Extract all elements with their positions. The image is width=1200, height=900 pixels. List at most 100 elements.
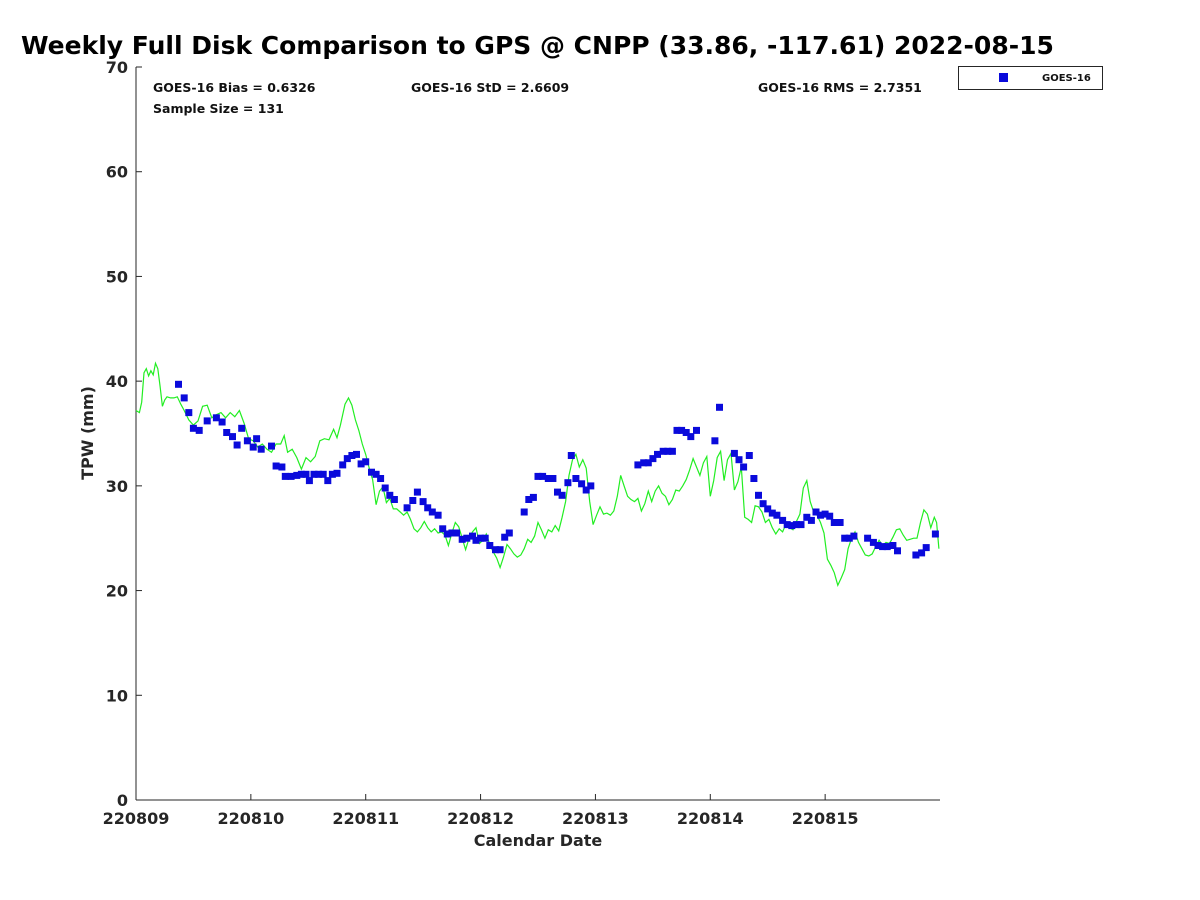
goes-data-point xyxy=(664,447,672,455)
x-axis-label: Calendar Date xyxy=(474,831,603,850)
goes-data-point xyxy=(716,403,723,411)
goes-data-point xyxy=(879,543,887,551)
goes-data-point xyxy=(362,458,370,466)
goes-data-point xyxy=(319,470,327,478)
goes-data-point xyxy=(501,533,509,541)
x-tick-label: 220814 xyxy=(677,809,744,828)
goes-data-point xyxy=(297,470,305,478)
goes-data-point xyxy=(281,472,289,480)
goes-data-point xyxy=(850,532,858,540)
goes-data-point xyxy=(302,470,310,478)
goes-data-point xyxy=(922,544,930,552)
goes-data-point xyxy=(750,475,758,482)
y-tick-label: 30 xyxy=(106,477,128,496)
goes-data-point xyxy=(659,447,667,455)
goes-data-point xyxy=(268,442,275,450)
goes-data-point xyxy=(419,498,427,506)
goes-data-point xyxy=(496,546,504,554)
plot-area xyxy=(135,67,940,801)
goes-data-point xyxy=(257,445,265,453)
goes-data-point xyxy=(486,542,494,549)
goes-data-point xyxy=(889,542,897,549)
x-tick-label: 220811 xyxy=(332,809,399,828)
goes-data-point xyxy=(357,460,365,468)
y-axis-label: TPW (mm) xyxy=(78,386,97,480)
goes-data-point xyxy=(539,472,547,480)
y-tick-label: 60 xyxy=(106,163,128,182)
goes-data-point xyxy=(830,519,838,526)
x-tick-label: 220810 xyxy=(217,809,284,828)
goes-data-point xyxy=(413,488,421,496)
goes-data-point xyxy=(668,447,676,455)
goes-data-point xyxy=(339,461,347,469)
goes-data-point xyxy=(812,508,820,516)
goes-data-point xyxy=(253,435,261,443)
goes-data-point xyxy=(238,424,246,432)
goes-data-point xyxy=(783,521,791,529)
goes-data-point xyxy=(218,418,226,426)
goes-data-point xyxy=(634,461,642,469)
goes-data-point xyxy=(534,472,542,480)
goes-data-point xyxy=(874,542,882,549)
x-axis-ticks: 220809 220810 220811 220812 220813 220814 2208… xyxy=(103,794,859,828)
legend-label-goes: GOES-16 xyxy=(1042,73,1091,84)
goes-data-point xyxy=(869,538,877,546)
goes-data-point xyxy=(386,491,394,499)
y-axis-ticks: 0 10 20 30 40 50 60 70 xyxy=(106,58,142,810)
goes-data-point xyxy=(773,511,781,519)
goes-data-point xyxy=(640,459,648,467)
goes-data-point xyxy=(233,441,241,449)
goes-data-point xyxy=(768,509,776,517)
goes-data-point xyxy=(558,491,566,499)
goes-data-point xyxy=(185,409,193,417)
goes-data-point xyxy=(788,522,796,530)
goes-data-point xyxy=(492,546,499,554)
goes-data-point xyxy=(223,429,231,436)
goes-data-point xyxy=(792,521,800,529)
goes-data-point xyxy=(353,450,360,458)
goes-data-point xyxy=(243,437,251,445)
goes-data-point xyxy=(678,426,686,434)
goes-data-point xyxy=(249,443,257,451)
goes-data-point xyxy=(826,512,834,520)
goes-data-point xyxy=(755,491,762,499)
goes-data-point xyxy=(305,477,313,485)
goes-data-point xyxy=(864,534,872,542)
legend-marker-goes xyxy=(999,73,1008,82)
goes-data-point xyxy=(567,452,575,459)
goes-data-point xyxy=(434,511,442,519)
goes-data-point xyxy=(764,505,772,513)
goes-data-point xyxy=(403,504,411,512)
goes-data-point xyxy=(845,534,853,542)
goes-data-point xyxy=(918,549,926,557)
goes-data-point xyxy=(654,450,661,458)
x-tick-label: 220809 xyxy=(103,809,170,828)
y-tick-label: 50 xyxy=(106,267,128,286)
goes-data-point xyxy=(745,452,753,459)
goes-data-point xyxy=(883,543,891,551)
goes-data-point xyxy=(644,459,652,467)
goes-data-point xyxy=(912,551,920,559)
goes-data-point xyxy=(443,530,451,538)
goes-data-point xyxy=(505,529,513,537)
goes-data-point xyxy=(377,475,385,482)
goes-data-point xyxy=(472,536,480,544)
goes-data-point xyxy=(203,417,211,425)
goes-data-point xyxy=(368,468,375,476)
goes-data-point xyxy=(328,470,336,478)
goes-data-point xyxy=(175,380,182,388)
goes-data-point xyxy=(582,486,590,494)
goes-data-point xyxy=(180,394,188,402)
gps-series xyxy=(135,361,940,588)
rms-stat: GOES-16 RMS = 2.7351 xyxy=(758,80,922,95)
goes-data-point xyxy=(544,475,552,482)
y-tick-label: 70 xyxy=(106,58,128,77)
goes-data-point xyxy=(310,470,318,478)
y-tick-label: 20 xyxy=(106,582,128,601)
goes-data-point xyxy=(797,521,805,529)
goes-data-point xyxy=(189,424,197,432)
goes-data-point xyxy=(195,426,203,434)
goes-data-point xyxy=(841,534,849,542)
goes-data-point xyxy=(428,508,436,516)
